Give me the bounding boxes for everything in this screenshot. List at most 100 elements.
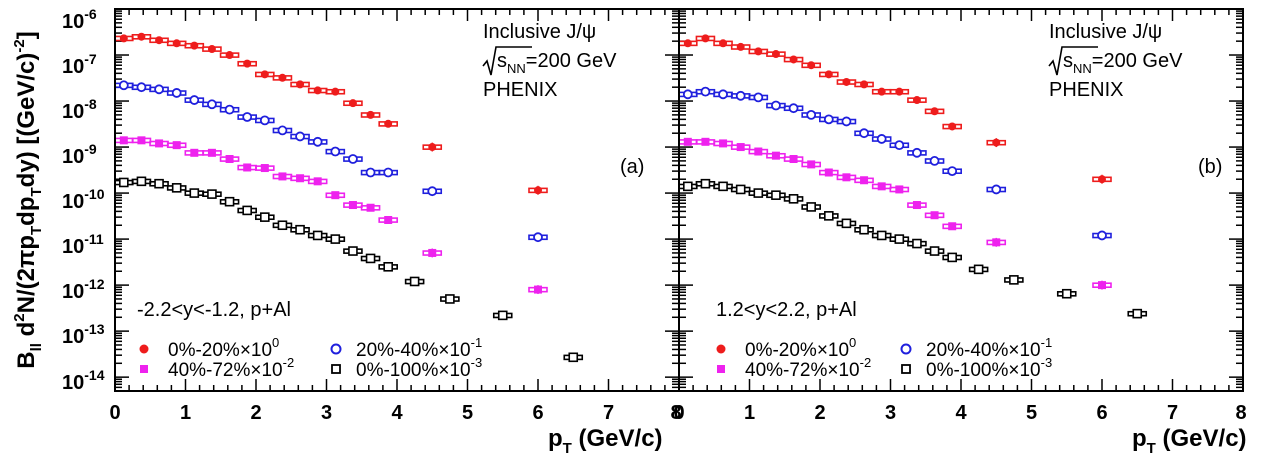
data-point xyxy=(427,186,438,197)
data-point xyxy=(260,70,269,79)
data-point xyxy=(912,238,922,249)
panel-a-data xyxy=(114,32,584,363)
data-point xyxy=(295,224,305,235)
ytick-label: 10-6 xyxy=(62,6,97,33)
data-point xyxy=(171,88,182,98)
data-point xyxy=(243,59,252,68)
data-point xyxy=(876,230,887,241)
data-point xyxy=(207,148,216,157)
data-point xyxy=(277,125,288,136)
data-point xyxy=(296,174,305,183)
data-point xyxy=(700,178,711,189)
panel-label-a: (a) xyxy=(620,156,644,178)
xlabel-p-a: p xyxy=(548,425,563,452)
data-point xyxy=(497,310,508,321)
data-point xyxy=(789,155,798,164)
data-point xyxy=(312,230,323,241)
panel-a: 10-14 10-13 10-12 10-11 10-10 10-9 10-8 … xyxy=(62,6,682,424)
data-point xyxy=(383,167,394,178)
data-point xyxy=(912,96,921,105)
ytick-label: 10-9 xyxy=(62,141,97,168)
data-point xyxy=(409,276,420,287)
xtick-label: 8 xyxy=(670,402,681,424)
data-point xyxy=(1097,230,1107,241)
data-point xyxy=(788,194,799,204)
ylabel-two: 2 xyxy=(11,313,28,321)
data-point xyxy=(154,84,164,95)
data-point xyxy=(894,234,905,244)
data-point xyxy=(155,139,164,148)
data-point xyxy=(330,234,341,244)
legend-marker-40-72 xyxy=(717,365,725,373)
x-axis-title-b: pT (GeV/c) xyxy=(1132,425,1247,457)
data-point xyxy=(296,80,305,89)
data-point xyxy=(137,32,146,41)
panel-a-annotation: Inclusive J/ψ sNN=200 GeV PHENIX (a) -2.… xyxy=(137,21,644,321)
data-point xyxy=(384,215,393,224)
data-point xyxy=(895,87,904,96)
xtick-label: 8 xyxy=(1235,402,1246,424)
data-point xyxy=(568,352,579,363)
data-point xyxy=(860,80,869,89)
data-point xyxy=(189,188,200,198)
data-point xyxy=(929,156,940,166)
data-point xyxy=(119,136,128,145)
data-point xyxy=(992,138,1001,147)
panel-a-y-tick-labels: 10-14 10-13 10-12 10-11 10-10 10-9 10-8 … xyxy=(62,6,105,394)
ylabel-exp: -2 xyxy=(11,39,28,52)
data-point xyxy=(207,189,217,199)
data-point xyxy=(736,143,745,152)
data-point xyxy=(719,139,728,148)
xtick-label: 0 xyxy=(109,402,120,424)
data-point xyxy=(225,155,234,164)
annotation-energy: sNN=200 GeV xyxy=(1063,50,1183,76)
ytick-label: 10-8 xyxy=(62,96,97,123)
data-point xyxy=(190,148,199,157)
data-point xyxy=(1098,175,1106,184)
annotation-experiment: PHENIX xyxy=(483,79,557,101)
rapidity-label-a: -2.2<y<-1.2, p+Al xyxy=(137,299,291,321)
legend-marker-0-20 xyxy=(139,344,149,354)
data-point xyxy=(788,103,799,114)
data-point xyxy=(701,34,710,43)
data-point xyxy=(242,205,252,216)
data-point xyxy=(171,183,182,193)
ylabel-t1: T xyxy=(28,226,45,235)
data-point xyxy=(136,176,147,187)
legend-label-0-20: 0%-20%×100 xyxy=(168,335,279,361)
data-point xyxy=(313,177,322,186)
xtick-label: 3 xyxy=(321,402,332,424)
data-point xyxy=(136,82,147,93)
data-point xyxy=(876,134,887,144)
xlabel-p-b: p xyxy=(1132,425,1147,452)
data-point xyxy=(807,61,816,70)
data-point xyxy=(331,87,340,96)
legend-label-0-100: 0%-100%×10-3 xyxy=(356,355,482,381)
data-point xyxy=(445,294,455,304)
legend-label-0-20: 0%-20%×100 xyxy=(745,335,856,361)
data-point xyxy=(806,109,817,120)
ylabel-mid3: dp xyxy=(13,196,40,225)
annotation-line1: Inclusive J/ψ xyxy=(1049,21,1162,43)
data-point xyxy=(930,211,939,220)
xtick-label: 5 xyxy=(1026,402,1037,424)
legend-marker-20-40 xyxy=(330,343,342,355)
data-point xyxy=(718,89,728,100)
data-point xyxy=(735,90,746,101)
data-point xyxy=(224,104,235,115)
y-axis-title: Bll d2N/(2πpTdpTdy) [(GeV/c)-2] xyxy=(11,31,45,368)
legend-marker-0-100 xyxy=(901,364,911,374)
annotation-line1: Inclusive J/ψ xyxy=(483,21,596,43)
data-point xyxy=(877,182,886,191)
data-point xyxy=(841,116,852,127)
legend-marker-0-20 xyxy=(716,344,726,354)
data-point xyxy=(824,70,833,79)
xtick-label: 4 xyxy=(391,402,403,424)
data-point xyxy=(1061,288,1072,299)
data-point xyxy=(278,172,287,181)
ylabel-mid1: d xyxy=(13,322,40,343)
data-point xyxy=(207,99,217,110)
xtick-label: 4 xyxy=(955,402,967,424)
ylabel-main: B xyxy=(13,351,40,368)
